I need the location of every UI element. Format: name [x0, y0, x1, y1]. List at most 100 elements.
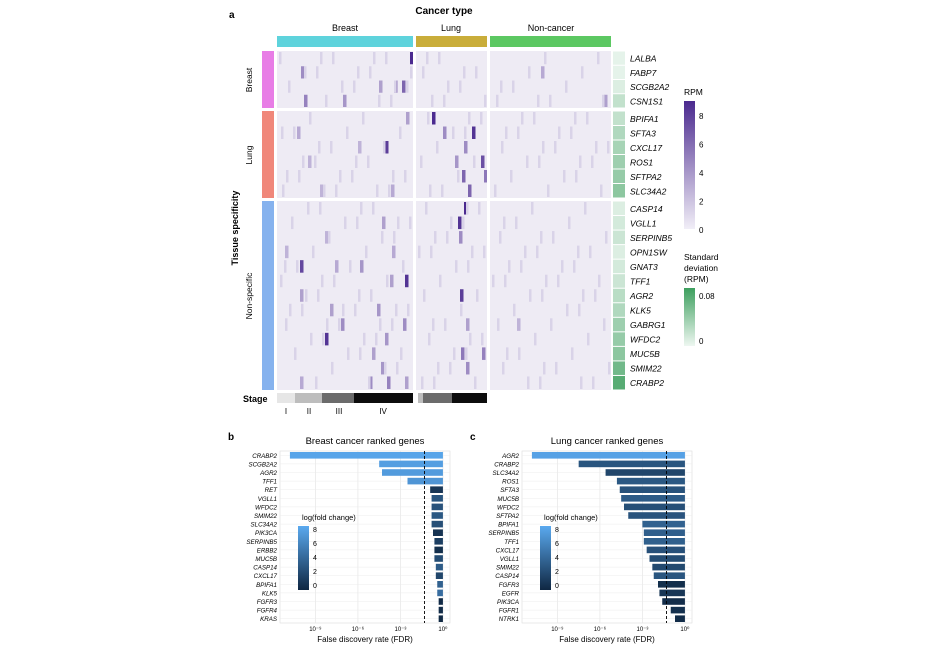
heatmap-cell: [512, 80, 515, 93]
sd-cell: [613, 303, 625, 317]
heatmap-cell: [395, 303, 398, 317]
heatmap-cell: [537, 94, 540, 107]
category-label: CASP14: [253, 565, 277, 572]
heatmap-cell: [538, 155, 541, 168]
chart-title: Breast cancer ranked genes: [306, 436, 425, 447]
heatmap-cell: [501, 141, 504, 154]
heatmap-cell: [527, 376, 530, 389]
sd-legend-title-1: Standard: [684, 252, 719, 262]
heatmap-cell: [466, 318, 470, 331]
sd-cell: [613, 201, 625, 216]
bar-crabp2: [289, 452, 443, 459]
bar-tff1: [643, 538, 685, 545]
bar-scgb2a2: [379, 460, 443, 468]
heatmap-cell: [492, 274, 495, 288]
heatmap-cell: [450, 216, 453, 230]
heatmap-cell: [333, 274, 336, 288]
heatmap-cell: [335, 184, 338, 197]
bar-serpinb5: [434, 538, 443, 545]
rpm-legend-colorbar: [684, 101, 695, 229]
stage-tick-iv: IV: [379, 407, 387, 416]
bar-bpifa1: [642, 520, 685, 528]
heatmap-cell: [286, 170, 289, 183]
stage-segment-ii: [295, 393, 322, 403]
heatmap-cell: [430, 245, 433, 259]
gene-label: CSN1S1: [630, 96, 663, 106]
bar-casp14: [435, 563, 443, 571]
heatmap-cell: [462, 216, 465, 230]
category-label: SLC34A2: [251, 522, 278, 529]
x-tick-label: 10⁻⁹: [551, 626, 564, 633]
x-tick-label: 10⁻³: [636, 627, 648, 633]
bar-ret: [430, 486, 443, 493]
heatmap-cell: [294, 347, 297, 360]
heatmap-cell: [574, 112, 577, 125]
group-label-non-cancer: Non-cancer: [528, 23, 575, 33]
bar-ros1: [616, 477, 685, 485]
heatmap-cell: [355, 155, 358, 168]
heatmap-cell: [325, 332, 329, 346]
heatmap-cell: [383, 141, 386, 154]
heatmap-cell: [357, 66, 360, 79]
category-label: SMIM22: [254, 513, 278, 520]
heatmap-cell: [469, 332, 472, 346]
bar-pik3ca: [433, 529, 443, 536]
sd-cell: [613, 288, 625, 303]
heatmap-cell: [360, 202, 363, 215]
category-label: BPIFA1: [256, 582, 277, 589]
heatmap-cell: [500, 80, 503, 93]
category-label: TFF1: [504, 539, 519, 546]
heatmap-cell: [589, 245, 592, 259]
x-tick-label: 10⁰: [680, 626, 690, 633]
heatmap-cell: [524, 245, 527, 259]
heatmap-cell: [351, 170, 354, 183]
heatmap-cell: [297, 126, 301, 139]
heatmap-cell: [409, 216, 412, 230]
heatmap-cell: [362, 112, 365, 125]
heatmap-cell: [608, 361, 611, 375]
heatmap-cell: [356, 216, 359, 230]
bar-agr2: [531, 452, 685, 459]
bar-slc34a2: [431, 520, 443, 528]
heatmap-cell: [580, 376, 583, 389]
stage-segment-iv: [354, 393, 413, 403]
heatmap-cell: [307, 202, 310, 215]
heatmap-cell: [528, 66, 531, 79]
panel-b: b Breast cancer ranked genes CRABP2SCGB2A2…: [228, 432, 451, 644]
heatmap-cell: [354, 303, 357, 317]
category-label: FGFR4: [257, 608, 278, 615]
heatmap-cell: [402, 80, 406, 93]
heatmap-cell: [402, 260, 405, 273]
category-label: EGFR: [502, 590, 520, 597]
category-label: AGR2: [501, 453, 519, 460]
heatmap-cell: [605, 231, 608, 244]
sd-cell: [613, 317, 625, 332]
heatmap-cell: [471, 245, 474, 259]
heatmap-cell: [554, 141, 557, 154]
heatmap-cell: [579, 155, 582, 168]
heatmap-cell: [338, 318, 341, 331]
x-tick-label: 10⁻⁶: [352, 626, 365, 633]
heatmap-cell: [293, 126, 296, 139]
gene-label: KLK5: [630, 306, 651, 316]
heatmap-cell: [425, 202, 428, 215]
bar-fgfr1: [670, 606, 685, 614]
sd-cell: [613, 51, 625, 65]
heatmap-col-separator: [487, 51, 490, 390]
legend-tick: 4: [555, 555, 559, 562]
category-label: RET: [265, 487, 279, 494]
heatmap-cell: [446, 231, 449, 244]
heatmap-cell: [382, 216, 386, 230]
heatmap-cell: [581, 66, 584, 79]
heatmap-cell: [390, 94, 393, 107]
heatmap-cell: [296, 260, 299, 273]
heatmap-cell: [464, 126, 467, 139]
heatmap-cell: [325, 94, 328, 107]
heatmap-cell: [557, 274, 560, 288]
x-tick-label: 10⁻⁹: [309, 626, 322, 633]
gene-label: SCGB2A2: [630, 82, 669, 92]
heatmap-cell: [410, 52, 414, 65]
heatmap-cell: [452, 126, 455, 139]
category-label: FGFR3: [499, 582, 520, 589]
heatmap-cell: [321, 274, 324, 288]
